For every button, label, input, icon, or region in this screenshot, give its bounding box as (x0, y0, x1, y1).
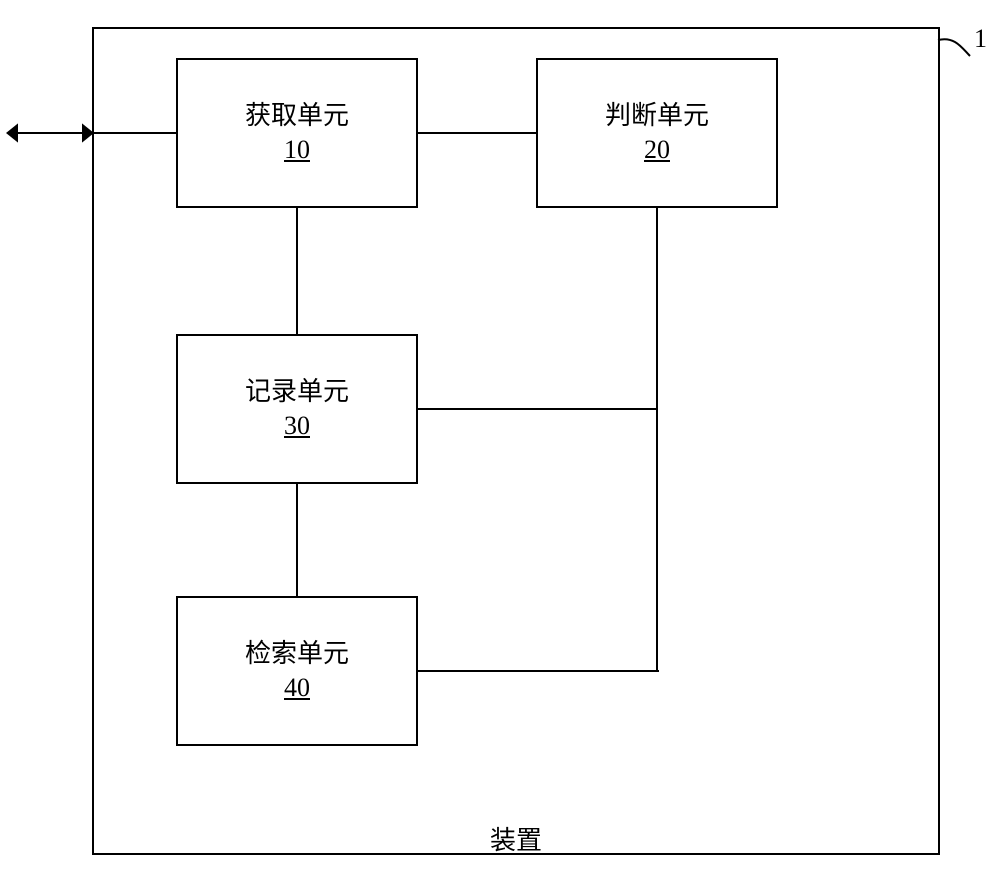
node-label: 检索单元 (245, 637, 349, 671)
node-n40: 检索单元40 (176, 596, 418, 746)
edge-1 (296, 208, 298, 334)
node-n10: 获取单元10 (176, 58, 418, 208)
edge-3 (656, 208, 658, 671)
edge-0 (418, 132, 536, 134)
edge-5 (418, 670, 659, 672)
edge-4 (418, 408, 657, 410)
node-number: 40 (284, 671, 310, 705)
container-callout: 1 (974, 24, 987, 54)
node-n20: 判断单元20 (536, 58, 778, 208)
container-label: 装置 (490, 820, 542, 857)
node-number: 20 (644, 133, 670, 167)
node-label: 获取单元 (245, 99, 349, 133)
edge-2 (296, 484, 298, 596)
node-n30: 记录单元30 (176, 334, 418, 484)
diagram-canvas: 装置 1 获取单元10 判断单元20 记录单元30 检索单元40 (0, 0, 1000, 878)
node-label: 判断单元 (605, 99, 709, 133)
node-label: 记录单元 (245, 375, 349, 409)
node-number: 10 (284, 133, 310, 167)
node-number: 30 (284, 409, 310, 443)
